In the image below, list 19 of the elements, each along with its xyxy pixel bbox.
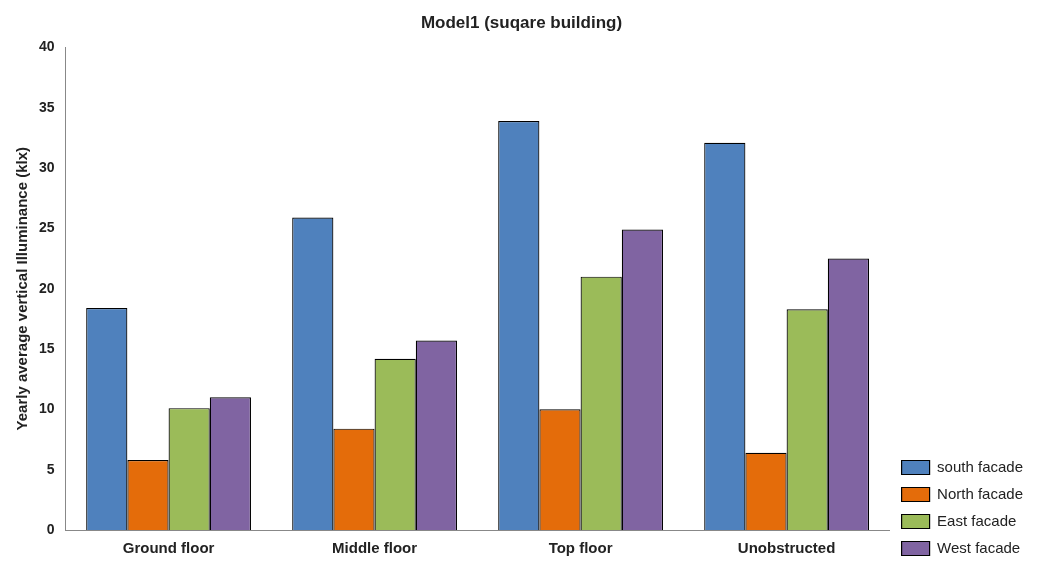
y-tick-label: 5 xyxy=(46,460,55,477)
y-tick-label: 25 xyxy=(38,219,55,236)
legend-label: North facade xyxy=(937,484,1023,502)
y-tick-label: 30 xyxy=(38,158,55,175)
legend-label: East facade xyxy=(937,511,1017,529)
x-tick-label: Unobstructed xyxy=(737,539,836,557)
y-tick-label: 10 xyxy=(38,400,55,417)
y-axis-title: Yearly average vertical Illuminance (klx) xyxy=(13,146,31,431)
y-tick-label: 40 xyxy=(38,38,55,55)
legend-label: south facade xyxy=(937,457,1024,475)
y-tick-label: 35 xyxy=(38,98,55,115)
y-tick-label: 0 xyxy=(46,520,55,537)
x-tick-label: Middle floor xyxy=(332,539,418,557)
x-tick-label: Top floor xyxy=(548,539,613,557)
y-tick-label: 15 xyxy=(38,339,55,356)
legend-label: West facade xyxy=(937,538,1021,556)
y-tick-label: 20 xyxy=(38,279,55,296)
x-tick-label: Ground floor xyxy=(122,539,215,557)
chart-title: Model1 (suqare building) xyxy=(420,12,623,32)
